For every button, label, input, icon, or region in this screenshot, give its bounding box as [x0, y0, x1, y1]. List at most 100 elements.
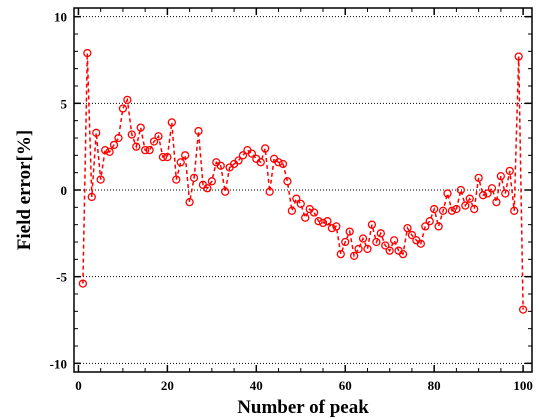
data-point: [434, 222, 443, 231]
data-point: [261, 144, 270, 153]
data-point: [136, 123, 145, 132]
y-tick-label: 0: [61, 183, 68, 198]
data-point: [207, 177, 216, 186]
data-point: [283, 177, 292, 186]
data-point: [456, 185, 466, 195]
y-tick-label: 10: [54, 10, 67, 25]
y-tick-label: -5: [56, 270, 67, 285]
data-point: [83, 48, 92, 58]
y-tick-label: 5: [61, 96, 68, 111]
data-point: [461, 201, 470, 210]
data-point: [292, 194, 301, 203]
data-point: [132, 142, 141, 151]
data-point: [323, 217, 332, 226]
data-point: [425, 217, 434, 226]
data-point: [296, 199, 305, 209]
data-point: [430, 204, 439, 214]
data-point: [327, 223, 337, 233]
data-point: [505, 166, 514, 176]
y-tick-label: -10: [50, 356, 67, 371]
data-point: [140, 145, 150, 155]
data-point: [194, 126, 203, 136]
data-point: [354, 244, 363, 254]
data-point: [341, 237, 350, 247]
x-tick-label: 20: [161, 378, 174, 393]
data-point: [443, 189, 452, 198]
x-tick-label: 40: [250, 378, 263, 393]
x-tick-label: 60: [339, 378, 352, 393]
data-point: [478, 191, 488, 200]
data-point: [416, 239, 425, 248]
data-point: [345, 227, 354, 236]
data-point: [265, 187, 274, 196]
data-point: [390, 236, 399, 245]
data-point: [163, 152, 172, 162]
data-point: [452, 204, 461, 214]
data-point: [149, 137, 159, 146]
data-point: [216, 161, 225, 170]
x-tick-label: 80: [428, 378, 441, 393]
data-point: [510, 206, 519, 215]
data-point: [158, 152, 168, 162]
x-tick-label: 0: [75, 378, 82, 393]
data-point: [376, 229, 385, 238]
data-point: [256, 158, 265, 167]
data-point: [274, 158, 283, 167]
data-point: [336, 249, 345, 259]
data-point: [349, 251, 359, 261]
grid-lines: [74, 16, 532, 364]
data-point: [381, 241, 390, 250]
data-point: [492, 197, 501, 207]
data-point: [287, 206, 297, 215]
data-point: [189, 173, 199, 183]
data-point: [474, 173, 483, 183]
data-point: [100, 145, 110, 155]
data-point: [309, 208, 319, 217]
series-line: [82, 53, 524, 310]
data-point: [247, 149, 257, 158]
data-point: [407, 230, 417, 240]
data-point: [127, 130, 136, 139]
data-point: [185, 197, 194, 207]
data-point: [501, 189, 510, 198]
data-point: [398, 249, 408, 259]
data-point: [123, 95, 132, 105]
data-point: [145, 145, 154, 155]
data-point: [403, 223, 412, 233]
data-point: [114, 133, 123, 143]
data-point: [514, 52, 523, 61]
data-point: [438, 206, 448, 215]
series-layer: [78, 48, 528, 314]
x-axis-title: Number of peak: [237, 397, 369, 418]
x-tick-label: 100: [513, 378, 533, 393]
data-point: [447, 206, 457, 215]
data-point: [176, 158, 185, 167]
data-point: [109, 140, 119, 150]
data-point: [358, 234, 368, 243]
data-point: [278, 159, 288, 169]
data-point: [221, 187, 230, 196]
data-point: [92, 128, 101, 137]
data-point: [483, 189, 492, 198]
data-point: [496, 171, 506, 181]
data-point: [318, 218, 328, 228]
data-point: [238, 151, 248, 160]
axis-ticks: 0 20 40 60 80 100 -10 -5 0 5 10: [50, 8, 533, 393]
data-point: [301, 213, 310, 222]
data-point: [372, 237, 381, 247]
data-point: [465, 194, 474, 203]
data-point: [118, 104, 128, 113]
data-point: [385, 246, 394, 255]
data-point: [518, 305, 528, 314]
y-axis-title: Field error[%]: [14, 130, 35, 250]
data-point: [367, 220, 377, 229]
data-point: [172, 175, 181, 184]
data-point: [203, 184, 212, 193]
data-point: [487, 184, 497, 193]
data-point: [421, 222, 430, 231]
data-point: [105, 147, 114, 157]
data-point: [314, 217, 323, 226]
data-point: [363, 244, 372, 254]
data-point: [78, 279, 88, 288]
